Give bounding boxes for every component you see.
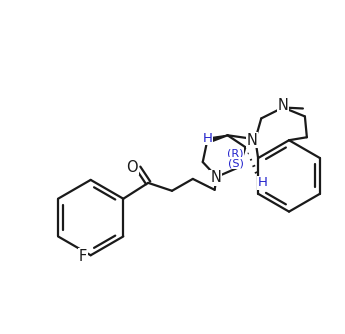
Text: O: O	[127, 160, 138, 174]
Text: F: F	[79, 249, 87, 264]
Text: N: N	[210, 170, 221, 185]
Text: N: N	[278, 98, 288, 113]
Text: (R): (R)	[227, 148, 244, 158]
Polygon shape	[205, 135, 228, 142]
Text: H: H	[203, 132, 213, 145]
Text: (S): (S)	[228, 158, 244, 168]
Text: H: H	[257, 176, 267, 189]
Text: N: N	[247, 133, 258, 148]
